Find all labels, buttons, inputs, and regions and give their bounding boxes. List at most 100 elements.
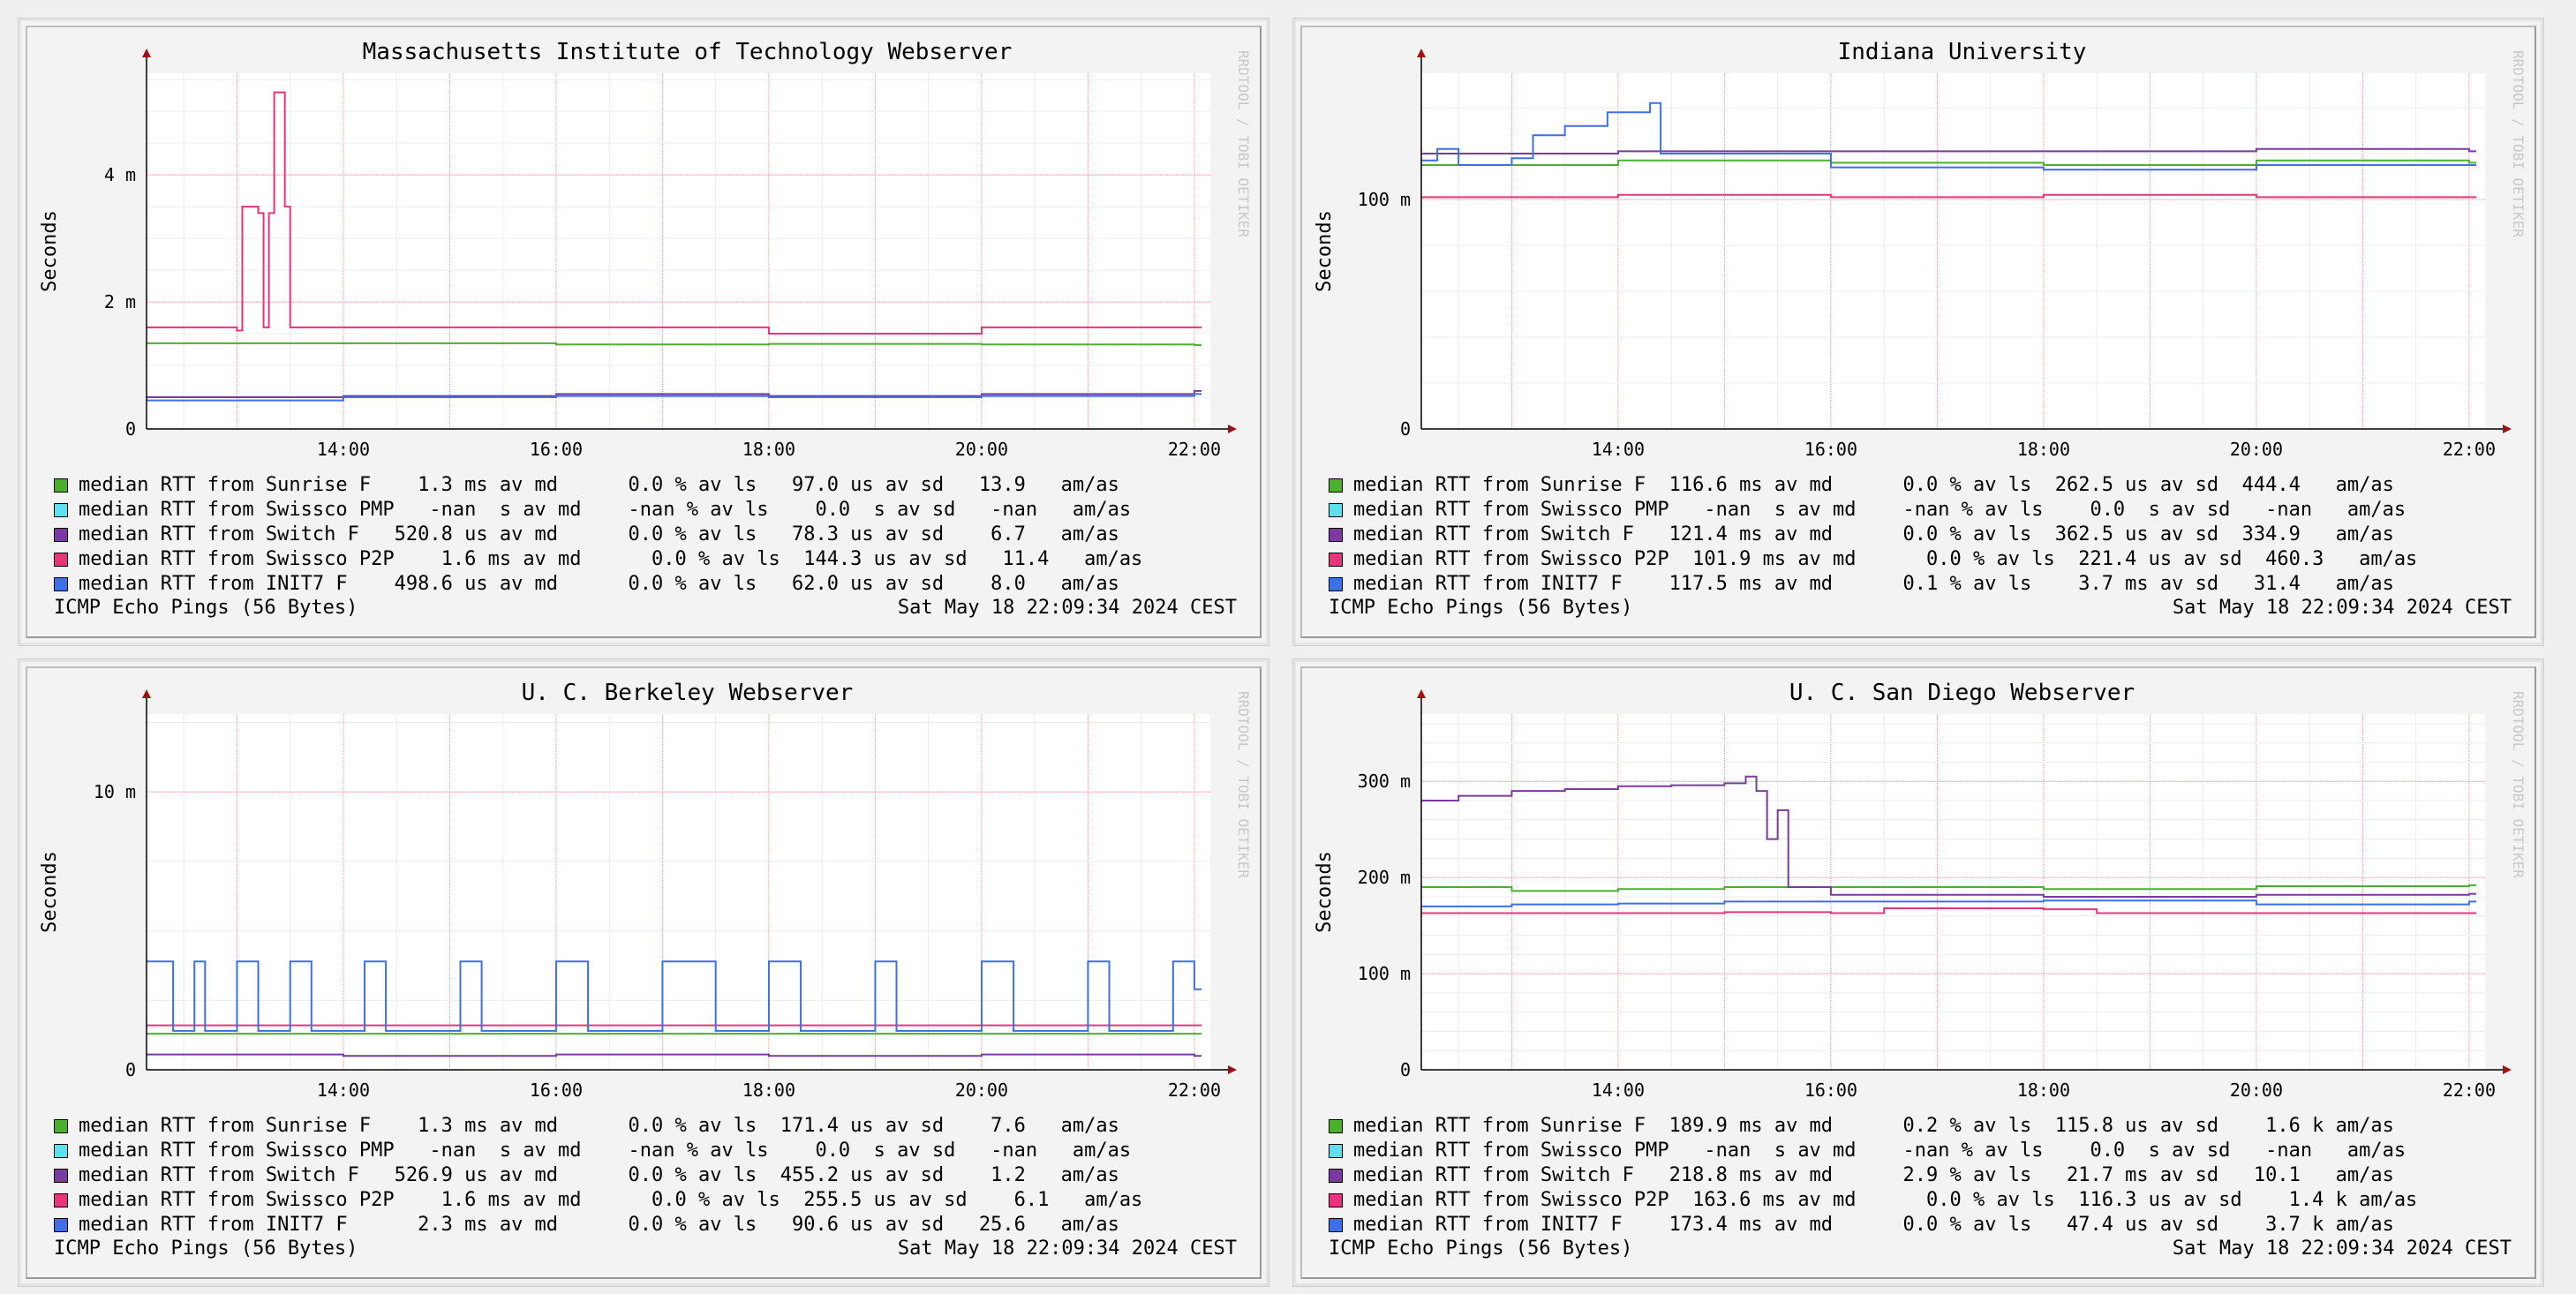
y-tick-label: 2 m [104, 291, 136, 312]
legend-text: median RTT from Sunrise F 1.3 ms av md 0… [79, 474, 1119, 496]
legend-item-swissco_pmp: median RTT from Swissco PMP -nan s av md… [1329, 498, 2417, 523]
x-tick-label: 16:00 [530, 1080, 583, 1101]
legend-swatch [54, 1119, 68, 1133]
rrdtool-watermark: RRDTOOL / TOBI OETIKER [1235, 50, 1252, 237]
legend: median RTT from Sunrise F 1.3 ms av md 0… [54, 1114, 1142, 1238]
legend-item-switch: median RTT from Switch F 218.8 ms av md … [1329, 1163, 2417, 1188]
legend-item-switch: median RTT from Switch F 520.8 us av md … [54, 523, 1142, 547]
legend-item-init7: median RTT from INIT7 F 498.6 us av md 0… [54, 572, 1142, 597]
chart-svg: 14:00 16:00 18:00 20:00 22:00 0 10 m U. C. Berk… [39, 680, 1252, 1101]
x-tick-label: 16:00 [1804, 439, 1857, 460]
x-tick-label: 22:00 [2443, 1080, 2496, 1101]
y-tick-label: 100 m [1358, 189, 1411, 210]
y-axis-arrow [1417, 49, 1426, 57]
legend-text: median RTT from Switch F 526.9 us av md … [79, 1164, 1119, 1186]
x-axis-arrow [2503, 1065, 2512, 1074]
x-tick-label: 20:00 [955, 1080, 1008, 1101]
legend-swatch [1329, 503, 1343, 517]
legend-swatch [54, 1218, 68, 1232]
x-tick-label: 18:00 [742, 1080, 795, 1101]
legend-swatch [54, 577, 68, 591]
footer-description: ICMP Echo Pings (56 Bytes) [54, 597, 358, 619]
series-line-swissco_p2p [1421, 193, 2476, 199]
legend-text: median RTT from Swissco PMP -nan s av md… [79, 1140, 1132, 1162]
legend-swatch [54, 1169, 68, 1183]
y-axis-arrow [142, 689, 151, 698]
chart-svg: 14:00 16:00 18:00 20:00 22:00 0 2 m 4 m Massachu… [39, 39, 1252, 460]
series-line-switch [147, 1053, 1201, 1057]
x-tick-label: 18:00 [742, 439, 795, 460]
legend-item-init7: median RTT from INIT7 F 173.4 ms av md 0… [1329, 1213, 2417, 1238]
rrdtool-watermark: RRDTOOL / TOBI OETIKER [1235, 691, 1252, 878]
series-line-init7 [147, 393, 1201, 402]
legend-text: median RTT from Swissco P2P 163.6 ms av … [1353, 1189, 2418, 1211]
legend-text: median RTT from Sunrise F 189.9 ms av md… [1353, 1115, 2394, 1137]
chart-title: U. C. San Diego Webserver [1789, 680, 2135, 706]
legend-swatch [1329, 478, 1343, 493]
legend-swatch [1329, 1193, 1343, 1207]
x-tick-label: 22:00 [2443, 439, 2496, 460]
y-tick-label: 10 m [94, 781, 136, 802]
legend-item-init7: median RTT from INIT7 F 117.5 ms av md 0… [1329, 572, 2417, 597]
legend: median RTT from Sunrise F 116.6 ms av md… [1329, 473, 2417, 597]
chart-title: U. C. Berkeley Webserver [522, 680, 854, 706]
rrdtool-watermark: RRDTOOL / TOBI OETIKER [2510, 50, 2527, 237]
legend-item-init7: median RTT from INIT7 F 2.3 ms av md 0.0… [54, 1213, 1142, 1238]
legend-text: median RTT from Swissco PMP -nan s av md… [79, 499, 1132, 521]
legend-swatch [1329, 553, 1343, 567]
plot-area [147, 714, 1210, 1070]
footer-timestamp: Sat May 18 22:09:34 2024 CEST [897, 597, 1237, 619]
legend-swatch [54, 553, 68, 567]
legend-item-swissco_pmp: median RTT from Swissco PMP -nan s av md… [54, 498, 1142, 523]
legend-item-sunrise: median RTT from Sunrise F 189.9 ms av md… [1329, 1114, 2417, 1139]
legend: median RTT from Sunrise F 1.3 ms av md 0… [54, 473, 1142, 597]
chart-title: Massachusetts Institute of Technology We… [363, 39, 1013, 65]
chart-svg: 14:00 16:00 18:00 20:00 22:00 0 100 m 200 m 300 … [1314, 680, 2527, 1101]
chart-panel-mit: 14:00 16:00 18:00 20:00 22:00 0 2 m 4 m Massachu… [18, 18, 1269, 646]
x-tick-label: 18:00 [2017, 439, 2070, 460]
plot-area [147, 73, 1210, 429]
y-tick-label: 0 [1400, 418, 1411, 440]
x-tick-label: 14:00 [317, 439, 370, 460]
y-axis-label: Seconds [39, 851, 61, 933]
legend-text: median RTT from INIT7 F 498.6 us av md 0… [79, 573, 1119, 595]
legend-swatch [54, 503, 68, 517]
footer-description: ICMP Echo Pings (56 Bytes) [1329, 597, 1633, 619]
legend-item-swissco_p2p: median RTT from Swissco P2P 1.6 ms av md… [54, 1188, 1142, 1213]
legend-text: median RTT from Swissco P2P 101.9 ms av … [1353, 548, 2418, 570]
rrdtool-watermark: RRDTOOL / TOBI OETIKER [2510, 691, 2527, 878]
legend-item-swissco_pmp: median RTT from Swissco PMP -nan s av md… [54, 1139, 1142, 1163]
x-axis-arrow [1228, 425, 1237, 433]
series-line-swissco_p2p [1421, 907, 2476, 914]
footer: ICMP Echo Pings (56 Bytes) Sat May 18 22… [1329, 1238, 2512, 1260]
plot-area [1421, 714, 2485, 1070]
legend-swatch [1329, 528, 1343, 542]
footer-description: ICMP Echo Pings (56 Bytes) [54, 1238, 358, 1260]
y-axis-arrow [142, 49, 151, 57]
y-axis-label: Seconds [1314, 851, 1336, 933]
legend-text: median RTT from Swissco P2P 1.6 ms av md… [79, 548, 1143, 570]
legend-swatch [54, 1193, 68, 1207]
legend-swatch [1329, 1119, 1343, 1133]
x-tick-label: 16:00 [1804, 1080, 1857, 1101]
x-tick-label: 16:00 [530, 439, 583, 460]
chart-panel-indiana: 14:00 16:00 18:00 20:00 22:00 0 100 m Indiana U… [1292, 18, 2544, 646]
footer: ICMP Echo Pings (56 Bytes) Sat May 18 22… [54, 1238, 1237, 1260]
legend-swatch [1329, 577, 1343, 591]
series-line-swissco_p2p [147, 91, 1201, 335]
legend-text: median RTT from INIT7 F 117.5 ms av md 0… [1353, 573, 2394, 595]
footer-timestamp: Sat May 18 22:09:34 2024 CEST [2172, 1238, 2512, 1260]
legend-item-swissco_p2p: median RTT from Swissco P2P 1.6 ms av md… [54, 547, 1142, 572]
x-axis-arrow [1228, 1065, 1237, 1074]
legend-item-swissco_p2p: median RTT from Swissco P2P 163.6 ms av … [1329, 1188, 2417, 1213]
legend-text: median RTT from Swissco PMP -nan s av md… [1353, 1140, 2407, 1162]
legend-item-swissco_p2p: median RTT from Swissco P2P 101.9 ms av … [1329, 547, 2417, 572]
legend-item-sunrise: median RTT from Sunrise F 1.3 ms av md 0… [54, 473, 1142, 498]
y-tick-label: 300 m [1358, 771, 1411, 792]
x-tick-label: 14:00 [317, 1080, 370, 1101]
y-tick-label: 0 [125, 418, 136, 440]
series-line-switch [1421, 775, 2476, 898]
x-axis-arrow [2503, 425, 2512, 433]
legend-swatch [1329, 1144, 1343, 1158]
x-tick-label: 20:00 [2230, 439, 2283, 460]
